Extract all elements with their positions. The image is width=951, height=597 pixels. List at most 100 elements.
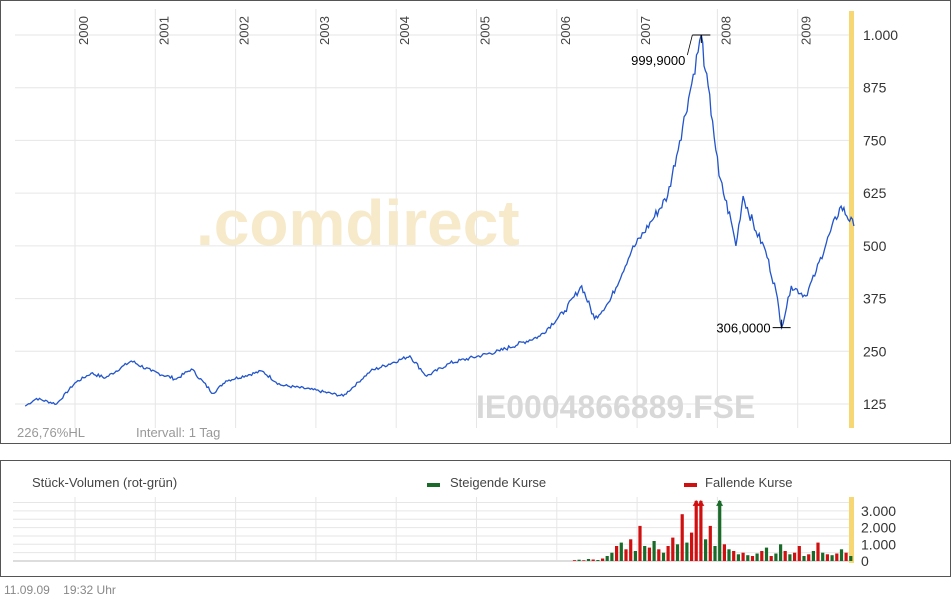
y-tick-label: 625: [863, 185, 887, 201]
legend-falling: Fallende Kurse: [705, 475, 792, 490]
overflow-arrow-icon: [697, 499, 705, 506]
volume-bar: [596, 560, 600, 561]
x-tick-label: 2009: [799, 16, 814, 45]
x-tick-label: 2001: [156, 16, 171, 45]
volume-bar: [652, 541, 656, 561]
volume-tick-label: 2.000: [861, 520, 896, 536]
volume-bar: [690, 532, 694, 561]
volume-title: Stück-Volumen (rot-grün): [32, 475, 177, 490]
volume-bar: [811, 551, 815, 561]
legend-falling-swatch: [684, 483, 697, 487]
volume-bar: [704, 539, 708, 561]
volume-bar: [591, 559, 595, 561]
low-label: 306,0000: [716, 321, 770, 336]
volume-bar: [713, 546, 717, 561]
price-chart: 1.000 875 750 625 500 375 250 125 2000 2001 2002 20…: [15, 9, 898, 440]
y-tick-label: 875: [863, 80, 887, 96]
volume-bar: [582, 560, 586, 561]
volume-bar: [849, 556, 853, 561]
volume-bar: [610, 552, 614, 561]
volume-tick-label: 1.000: [861, 536, 896, 552]
volume-bar: [793, 552, 797, 561]
volume-bar: [736, 554, 740, 561]
volume-bar: [830, 555, 834, 561]
x-tick-label: 2007: [638, 16, 653, 45]
y-tick-label: 500: [863, 238, 887, 254]
volume-bar: [732, 551, 736, 561]
volume-bar: [615, 546, 619, 561]
volume-chart-panel: Stück-Volumen (rot-grün) Steigende Kurse…: [0, 460, 951, 577]
volume-bar: [825, 554, 829, 561]
current-range-bar: [849, 11, 854, 428]
overflow-arrow-icon: [692, 499, 700, 506]
volume-bar: [605, 556, 609, 561]
volume-tick-label: 3.000: [861, 503, 896, 519]
legend-rising-swatch: [427, 483, 440, 487]
volume-bar: [774, 553, 778, 561]
timestamp: 11.09.09 19:32 Uhr: [4, 583, 116, 597]
interval-label: Intervall: 1 Tag: [136, 425, 220, 440]
y-tick-label: 750: [863, 132, 887, 148]
volume-bar: [844, 552, 848, 561]
volume-bar: [577, 559, 581, 561]
volume-bar: [680, 514, 684, 561]
volume-bar: [769, 556, 773, 561]
volume-bar: [783, 551, 787, 561]
y-tick-label: 250: [863, 343, 887, 359]
volume-bar: [643, 546, 647, 561]
volume-bar: [755, 553, 759, 561]
volume-bar: [835, 553, 839, 561]
legend-rising: Steigende Kurse: [450, 475, 546, 490]
volume-bar: [586, 559, 591, 561]
price-chart-panel: 1.000 875 750 625 500 375 250 125 2000 2001 2002 20…: [0, 0, 951, 444]
x-tick-label: 2008: [718, 16, 733, 45]
high-label: 999,9000: [631, 53, 685, 68]
x-tick-label: 2006: [558, 16, 573, 45]
volume-bar: [797, 546, 801, 561]
x-tick-label: 2004: [397, 16, 412, 45]
volume-tick-label: 0: [861, 553, 869, 569]
volume-bar: [839, 549, 844, 561]
volume-bar: [601, 558, 605, 561]
volume-chart: Stück-Volumen (rot-grün) Steigende Kurse…: [13, 475, 896, 569]
volume-bar: [722, 544, 726, 561]
volume-bar: [764, 547, 769, 561]
x-tick-label: 2005: [478, 16, 493, 45]
volume-bar: [699, 500, 703, 561]
volume-bar: [572, 560, 577, 561]
volume-bar: [638, 525, 642, 561]
volume-range-bar: [849, 497, 854, 563]
price-line: [24, 34, 855, 407]
volume-bar: [685, 542, 689, 561]
volume-bar: [619, 542, 623, 561]
high-label-connector: [686, 34, 693, 56]
volume-bar: [675, 544, 680, 561]
volume-bar: [647, 547, 651, 561]
symbol-watermark: IE0004866889.FSE: [476, 389, 755, 425]
volume-bar: [694, 500, 698, 561]
volume-bar: [821, 552, 825, 561]
volume-bar: [741, 552, 745, 561]
volume-bar: [760, 551, 764, 561]
x-tick-label: 2003: [317, 16, 332, 45]
volume-bar: [788, 554, 792, 561]
volume-bar: [633, 551, 637, 561]
volume-bar: [708, 525, 712, 561]
volume-bar: [718, 500, 722, 561]
volume-bar: [657, 549, 661, 561]
watermark: .comdirect: [196, 187, 520, 259]
y-tick-label: 1.000: [863, 27, 898, 43]
volume-bar: [750, 556, 755, 561]
range-percent: 226,76%HL: [17, 425, 85, 440]
y-tick-label: 125: [863, 396, 887, 412]
volume-bar: [807, 554, 811, 561]
volume-bar: [727, 549, 731, 561]
volume-bar: [661, 552, 666, 561]
volume-bar: [779, 544, 783, 561]
x-tick-label: 2000: [76, 16, 91, 45]
overflow-arrow-icon: [716, 499, 724, 506]
x-tick-label: 2002: [237, 16, 252, 45]
y-tick-label: 375: [863, 291, 887, 307]
volume-bar: [671, 537, 675, 561]
volume-bar: [816, 542, 820, 561]
